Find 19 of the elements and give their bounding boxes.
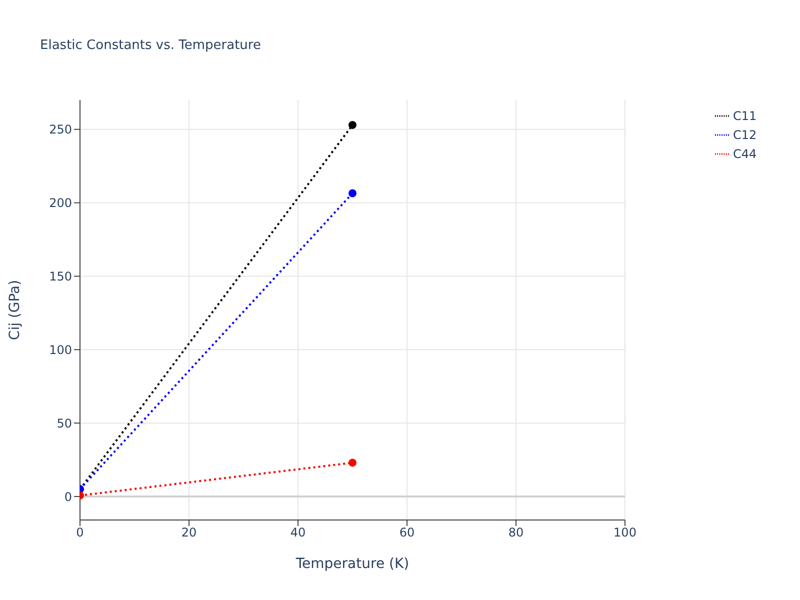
y-tick-label: 250: [49, 122, 72, 137]
y-tick-label: 100: [49, 342, 72, 357]
x-tick-label: 80: [508, 526, 524, 540]
point: [348, 120, 356, 129]
y-tick-label: 50: [56, 416, 72, 430]
x-tick-label: 60: [399, 526, 415, 540]
y-tick-label: 200: [49, 196, 72, 210]
y-tick-label: 0: [64, 490, 72, 504]
legend-label: C44: [733, 147, 757, 161]
y-tick-label: 150: [49, 269, 72, 284]
x-tick-label: 20: [181, 526, 197, 540]
x-tick-label: 0: [76, 526, 84, 540]
x-axis-title: Temperature (K): [294, 556, 410, 572]
y-axis-title: Cij (GPa): [6, 280, 23, 340]
legend-label: C12: [733, 128, 757, 142]
x-tick-label: 40: [290, 526, 306, 540]
chart-title: Elastic Constants vs. Temperature: [40, 38, 261, 53]
x-tick-label: 100: [614, 526, 636, 540]
legend-label: C11: [733, 109, 757, 123]
